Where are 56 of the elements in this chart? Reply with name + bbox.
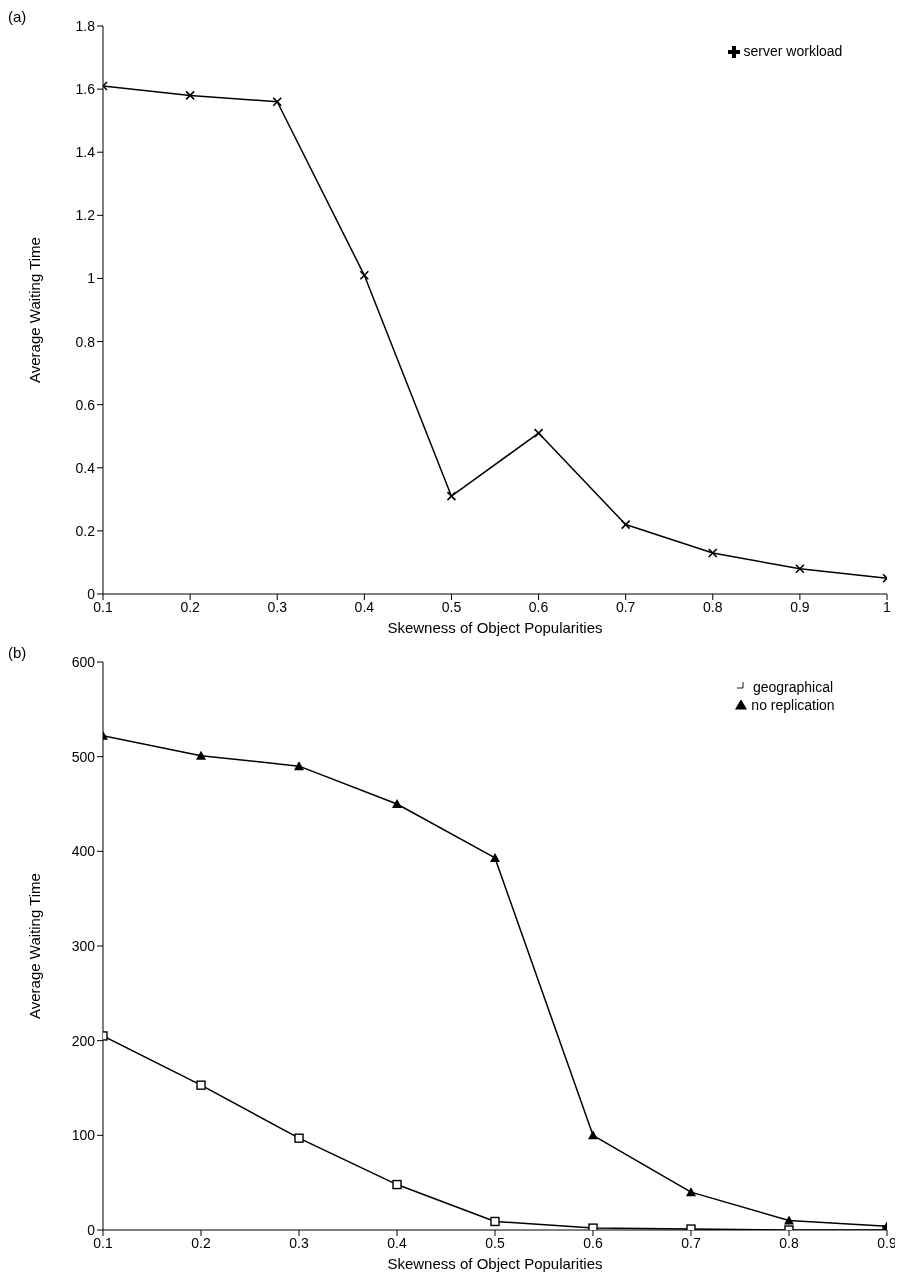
y-tick-label: 600 (71, 653, 96, 670)
y-tick-label: 200 (71, 1032, 96, 1049)
x-tick-label: 0.2 (191, 1234, 211, 1251)
x-tick-label: 0.6 (583, 1234, 603, 1251)
y-tick-label: 500 (71, 748, 96, 765)
x-tick-label: 0.7 (681, 1234, 701, 1251)
x-tick-label: 0.4 (354, 598, 375, 615)
x-axis-title: Skewness of Object Popularities (387, 618, 603, 636)
y-tick-label: 1.6 (75, 81, 96, 98)
y-axis-title: Average Waiting Time (26, 237, 44, 383)
x-tick-label: 0.1 (93, 1234, 113, 1251)
x-tick-label: 0.8 (703, 598, 723, 615)
x-tick-label: 1 (883, 598, 892, 615)
point (196, 750, 206, 760)
point (588, 1130, 598, 1140)
x-tick-label: 0.9 (790, 598, 810, 615)
y-tick-label: 0 (87, 585, 96, 602)
x-tick-label: 0.4 (387, 1234, 407, 1251)
x-tick-label: 0.5 (441, 598, 462, 615)
point (392, 1179, 402, 1190)
x-tick-label: 0.6 (528, 598, 549, 615)
x-tick-label: 0.3 (267, 598, 288, 615)
point (588, 1223, 598, 1230)
x-tick-label: 0.5 (485, 1234, 505, 1251)
y-tick-label: 1.2 (75, 207, 96, 224)
legend-label: server workload (743, 43, 843, 59)
y-tick-label: 100 (71, 1127, 96, 1144)
y-tick-label: 0.2 (75, 522, 96, 539)
y-tick-label: 1.8 (75, 17, 96, 34)
x-tick-label: 0.3 (289, 1234, 309, 1251)
x-axis-title: Skewness of Object Popularities (387, 1254, 603, 1272)
point (686, 1187, 696, 1197)
point (784, 1215, 794, 1225)
y-axis-title: Average Waiting Time (26, 873, 44, 1019)
point (294, 1133, 304, 1143)
x-tick-label: 0.7 (615, 598, 636, 615)
point (490, 1216, 500, 1227)
chart-title: (b) (8, 644, 27, 661)
y-tick-label: 0.8 (75, 333, 96, 350)
y-tick-label: 300 (71, 937, 96, 954)
point (294, 761, 304, 771)
legend-label: no replication (751, 697, 835, 713)
x-tick-label: 0.8 (779, 1234, 799, 1251)
chart-title: (a) (8, 8, 27, 25)
y-tick-label: 0.6 (75, 396, 96, 413)
point (392, 799, 402, 808)
point (196, 1080, 206, 1090)
x-tick-label: 0.2 (180, 598, 201, 615)
y-tick-label: 1 (87, 270, 96, 287)
x-tick-label: 0.1 (93, 598, 113, 615)
legend-label: geographical (752, 679, 834, 695)
point (490, 852, 500, 862)
y-tick-label: 1.4 (75, 144, 96, 161)
y-tick-label: 0 (87, 1221, 96, 1238)
y-tick-label: 400 (71, 843, 96, 860)
y-tick-label: 0.4 (75, 459, 96, 476)
